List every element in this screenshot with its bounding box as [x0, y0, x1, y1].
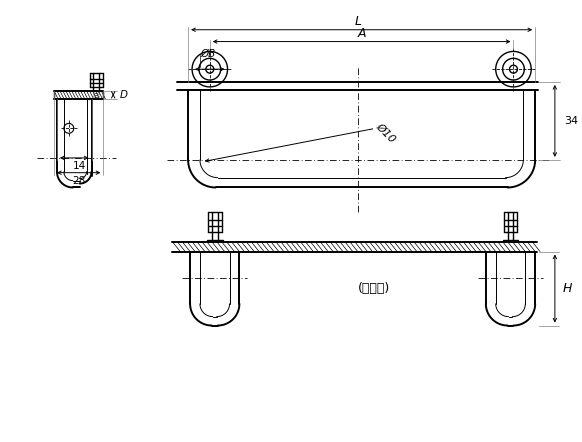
Text: ØB: ØB — [200, 49, 215, 58]
Text: Ø10: Ø10 — [374, 121, 397, 144]
Text: D: D — [120, 90, 128, 100]
Text: 14: 14 — [73, 161, 86, 171]
Text: A: A — [357, 27, 366, 40]
Text: L: L — [354, 15, 361, 28]
Text: 34: 34 — [564, 116, 578, 126]
Text: 28: 28 — [72, 175, 86, 186]
Text: (펼쳐짘): (펼쳐짘) — [359, 282, 391, 295]
Text: H: H — [563, 282, 572, 295]
